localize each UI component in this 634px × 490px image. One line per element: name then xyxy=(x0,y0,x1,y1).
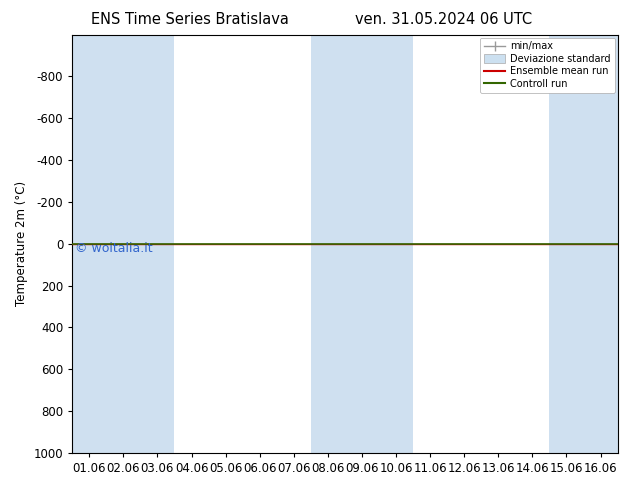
Text: ven. 31.05.2024 06 UTC: ven. 31.05.2024 06 UTC xyxy=(355,12,533,27)
Bar xyxy=(311,35,345,453)
Legend: min/max, Deviazione standard, Ensemble mean run, Controll run: min/max, Deviazione standard, Ensemble m… xyxy=(480,38,614,93)
Text: © woitalia.it: © woitalia.it xyxy=(75,242,153,255)
Text: ENS Time Series Bratislava: ENS Time Series Bratislava xyxy=(91,12,289,27)
Bar xyxy=(72,35,107,453)
Bar xyxy=(140,35,174,453)
Bar xyxy=(583,35,618,453)
Bar xyxy=(550,35,583,453)
Y-axis label: Temperature 2m (°C): Temperature 2m (°C) xyxy=(15,181,28,306)
Bar xyxy=(107,35,140,453)
Bar xyxy=(345,35,379,453)
Bar xyxy=(379,35,413,453)
